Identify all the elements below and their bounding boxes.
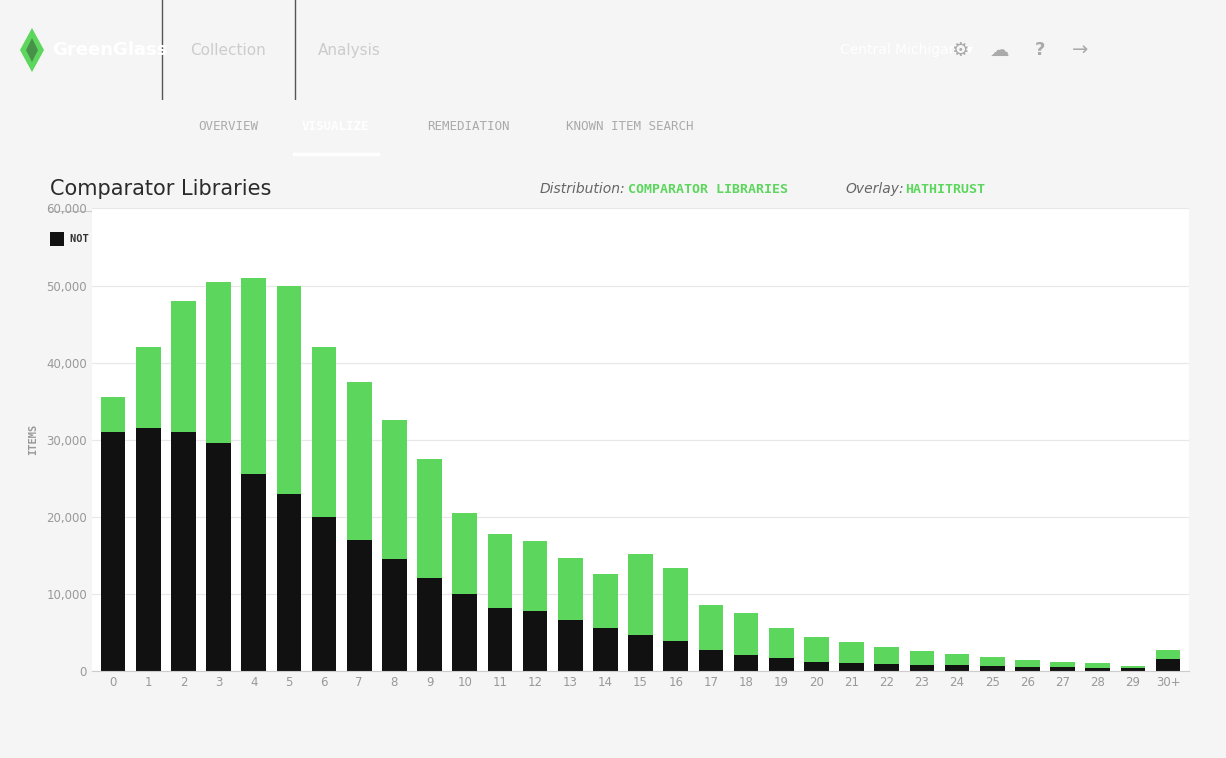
- Bar: [347, 540, 371, 671]
- Bar: [172, 432, 196, 671]
- Text: KNOWN ITEM SEARCH: KNOWN ITEM SEARCH: [566, 121, 694, 133]
- Polygon shape: [26, 38, 38, 62]
- Text: 51.97%: 51.97%: [185, 233, 229, 246]
- Bar: [980, 666, 1004, 671]
- Text: GreenGlass: GreenGlass: [51, 41, 167, 59]
- Text: ⚙: ⚙: [951, 40, 969, 60]
- Bar: [1085, 668, 1110, 671]
- Text: ☁: ☁: [991, 40, 1010, 60]
- Text: 18,721: 18,721: [922, 233, 967, 246]
- Bar: [1121, 666, 1145, 669]
- Bar: [1051, 667, 1075, 671]
- Bar: [311, 347, 336, 517]
- Text: REMEDIATION: REMEDIATION: [427, 121, 509, 133]
- Bar: [101, 397, 125, 432]
- Bar: [663, 641, 688, 671]
- Bar: [277, 286, 302, 493]
- Bar: [804, 662, 829, 671]
- Text: 44.83%: 44.83%: [519, 233, 563, 246]
- Bar: [277, 493, 302, 671]
- Text: VISUALIZE: VISUALIZE: [302, 121, 369, 133]
- Bar: [628, 554, 653, 635]
- Bar: [874, 647, 899, 664]
- Bar: [488, 534, 512, 608]
- Text: Comparator Libraries: Comparator Libraries: [50, 179, 271, 199]
- Bar: [1156, 650, 1181, 659]
- Bar: [593, 628, 618, 671]
- Bar: [558, 620, 582, 671]
- Text: HATHITRUST - IN PUBLIC DOMAIN: HATHITRUST - IN PUBLIC DOMAIN: [668, 234, 850, 244]
- Bar: [840, 642, 864, 662]
- Bar: [417, 578, 441, 671]
- Bar: [769, 659, 793, 671]
- Bar: [558, 559, 582, 620]
- Bar: [910, 651, 934, 665]
- Bar: [242, 475, 266, 671]
- Bar: [1156, 659, 1181, 671]
- Text: ?: ?: [1035, 41, 1046, 59]
- Bar: [383, 559, 407, 671]
- Bar: [348, 232, 362, 246]
- Text: Overlay:: Overlay:: [845, 182, 904, 196]
- Bar: [734, 655, 759, 671]
- Bar: [206, 282, 230, 443]
- Text: |: |: [573, 233, 577, 246]
- Bar: [50, 232, 64, 246]
- Bar: [383, 421, 407, 559]
- Text: HATHITRUST: HATHITRUST: [905, 183, 984, 196]
- Text: OVERVIEW: OVERVIEW: [199, 121, 257, 133]
- Text: |: |: [238, 233, 242, 246]
- Bar: [874, 664, 899, 671]
- Bar: [1085, 663, 1110, 668]
- Bar: [593, 574, 618, 628]
- Text: Distribution:: Distribution:: [539, 182, 625, 196]
- Bar: [769, 628, 793, 659]
- Text: HATHITRUST - IN COPYRIGHT: HATHITRUST - IN COPYRIGHT: [368, 234, 525, 244]
- Bar: [311, 517, 336, 671]
- Bar: [945, 654, 970, 666]
- Bar: [1121, 669, 1145, 671]
- Bar: [417, 459, 441, 578]
- Bar: [840, 662, 864, 671]
- Text: COMPARATOR LIBRARIES: COMPARATOR LIBRARIES: [628, 183, 788, 196]
- Bar: [522, 541, 547, 611]
- Bar: [804, 637, 829, 662]
- Text: Analysis: Analysis: [318, 42, 380, 58]
- Bar: [522, 611, 547, 671]
- Bar: [488, 608, 512, 671]
- Bar: [663, 568, 688, 641]
- Bar: [1015, 667, 1040, 671]
- Bar: [172, 301, 196, 432]
- Bar: [1015, 660, 1040, 667]
- Bar: [699, 650, 723, 671]
- Bar: [628, 635, 653, 671]
- Bar: [734, 613, 759, 655]
- Bar: [699, 606, 723, 650]
- Bar: [136, 428, 161, 671]
- Text: →: →: [1072, 40, 1089, 60]
- Bar: [452, 594, 477, 671]
- Bar: [452, 513, 477, 594]
- Y-axis label: ITEMS: ITEMS: [28, 424, 38, 456]
- Text: Collection: Collection: [190, 42, 266, 58]
- Bar: [910, 665, 934, 671]
- Text: NOT IN HATHITRUST: NOT IN HATHITRUST: [70, 234, 177, 244]
- Bar: [206, 443, 230, 671]
- Polygon shape: [20, 28, 44, 72]
- Bar: [347, 382, 371, 540]
- Text: 263,288: 263,288: [590, 233, 644, 246]
- Bar: [101, 432, 125, 671]
- Bar: [1051, 662, 1075, 667]
- Bar: [136, 347, 161, 428]
- Bar: [945, 666, 970, 671]
- Text: Central Michigan  ▾: Central Michigan ▾: [840, 43, 973, 57]
- Bar: [649, 232, 662, 246]
- Bar: [242, 278, 266, 475]
- Text: 305,216: 305,216: [255, 233, 309, 246]
- Text: 3.18%: 3.18%: [858, 233, 895, 246]
- Bar: [980, 657, 1004, 666]
- Text: |: |: [905, 233, 910, 246]
